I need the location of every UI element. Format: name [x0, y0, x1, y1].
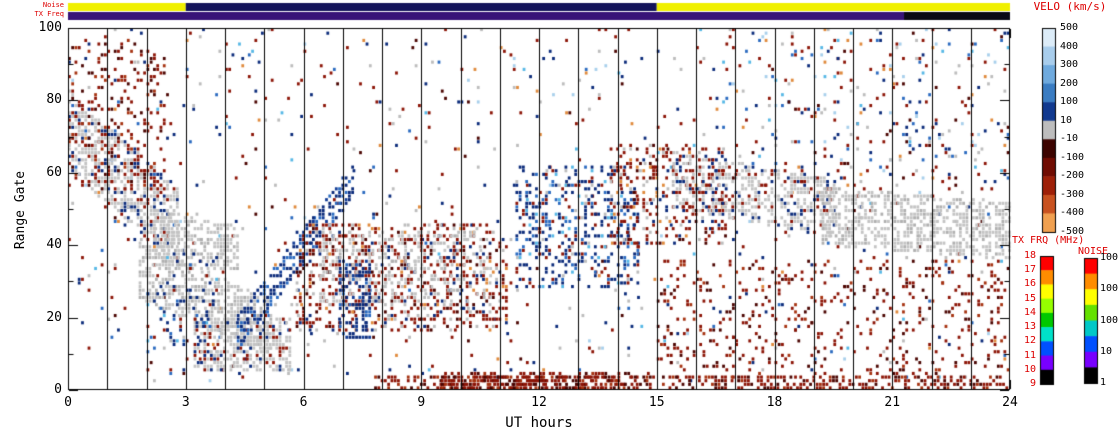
noise-scale-label: 100	[1100, 314, 1118, 326]
txfrq-scale-label: 10	[1023, 363, 1036, 375]
txfrq-scale-label: 11	[1023, 349, 1036, 361]
velocity-scale-label: -200	[1060, 170, 1085, 182]
x-axis-label: UT hours	[505, 415, 573, 431]
y-tick-label: 20	[46, 309, 62, 325]
noise-scale-label: 1	[1100, 377, 1107, 388]
noise-scale-label: 1000	[1100, 283, 1118, 295]
y-tick-label: 80	[46, 92, 62, 108]
y-axis-label: Range Gate	[13, 170, 28, 250]
txfrq-scale-label: 14	[1023, 306, 1036, 318]
txfrq-scale-label: 13	[1023, 321, 1036, 333]
txfrq-scale-label: 15	[1023, 292, 1036, 304]
txfrq-colorbar-title: TX FRQ (MHz)	[1012, 235, 1085, 246]
txfrq-scale-label: 16	[1023, 278, 1036, 290]
velocity-scale-label: -300	[1060, 188, 1085, 200]
velocity-scale-label: -400	[1060, 207, 1085, 219]
y-tick-label: 60	[46, 164, 62, 180]
txfrq-scale-label: 17	[1023, 264, 1036, 276]
x-tick-label: 21	[884, 395, 901, 410]
velocity-scale-label: -500	[1060, 226, 1085, 237]
txfreq-row-label: TX Freq	[34, 10, 64, 18]
x-tick-label: 12	[531, 395, 547, 410]
noise-scale-label: 10	[1100, 345, 1113, 357]
velocity-scale-label: 400	[1060, 40, 1079, 52]
velocity-scale-label: 500	[1060, 22, 1079, 33]
txfrq-scale-label: 12	[1023, 335, 1036, 347]
velocity-scale-label: 300	[1060, 59, 1079, 71]
velocity-scale-label: 100	[1060, 96, 1079, 108]
y-tick-label: 100	[38, 20, 62, 35]
txfrq-scale-label: 9	[1029, 378, 1036, 389]
noise-row-label: Noise	[42, 1, 64, 9]
x-tick-label: 9	[417, 395, 426, 410]
x-tick-label: 24	[1002, 395, 1018, 410]
velocity-scale-label: 10	[1060, 114, 1073, 126]
velocity-scale-label: 200	[1060, 77, 1079, 89]
txfrq-scale-label: 18	[1023, 250, 1036, 261]
x-tick-label: 0	[64, 395, 72, 410]
velocity-scale-label: -10	[1060, 133, 1079, 145]
noise-colorbar-title: NOISE	[1077, 246, 1109, 257]
velocity-colorbar-title: VELO (km/s)	[1033, 0, 1107, 13]
x-tick-label: 3	[181, 395, 190, 410]
x-tick-label: 6	[299, 395, 308, 410]
x-tick-label: 18	[766, 395, 783, 410]
noise-scale-label: 10000	[1100, 252, 1118, 263]
x-tick-label: 15	[648, 395, 665, 410]
y-tick-label: 40	[46, 237, 62, 253]
velocity-scale-label: -100	[1060, 151, 1085, 163]
y-tick-label: 0	[54, 382, 62, 397]
